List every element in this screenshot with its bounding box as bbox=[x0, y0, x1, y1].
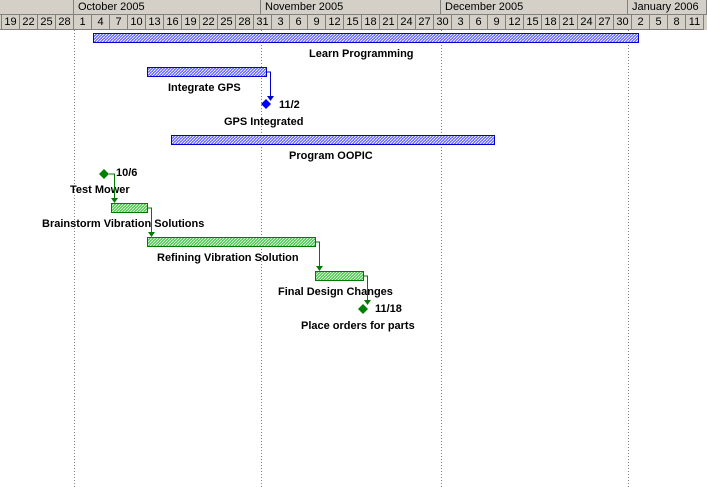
arrowhead bbox=[111, 198, 118, 203]
day-cell: 30 bbox=[614, 15, 632, 30]
day-cell: 24 bbox=[398, 15, 416, 30]
task-label: Refining Vibration Solution bbox=[157, 252, 299, 264]
day-cell: 8 bbox=[668, 15, 686, 30]
task-label: GPS Integrated bbox=[224, 116, 303, 128]
milestone-diamond-test-mower[interactable] bbox=[99, 169, 109, 179]
day-cell: 5 bbox=[650, 15, 668, 30]
task-bar-learn-programming[interactable] bbox=[93, 33, 639, 43]
arrowhead bbox=[148, 232, 155, 237]
day-cell: 22 bbox=[20, 15, 38, 30]
month-cell bbox=[0, 0, 74, 15]
task-bar-program-oopic[interactable] bbox=[171, 135, 495, 145]
day-cell: 27 bbox=[596, 15, 614, 30]
day-cell: 22 bbox=[200, 15, 218, 30]
month-cell-december: December 2005 bbox=[441, 0, 628, 15]
task-bar-integrate-gps[interactable] bbox=[147, 67, 267, 77]
dependency-arrow bbox=[266, 71, 271, 96]
day-cell-edge bbox=[0, 15, 2, 30]
task-label: Final Design Changes bbox=[278, 286, 393, 298]
gantt-chart: Learn Programming Integrate GPS 11/2 GPS… bbox=[42, 30, 639, 487]
task-bar-final-design-changes[interactable] bbox=[315, 271, 364, 281]
day-cell: 11 bbox=[686, 15, 704, 30]
day-cell: 28 bbox=[56, 15, 74, 30]
day-cell: 27 bbox=[416, 15, 434, 30]
day-cell: 3 bbox=[272, 15, 290, 30]
month-cell-november: November 2005 bbox=[261, 0, 441, 15]
day-cell: 15 bbox=[524, 15, 542, 30]
day-cell: 19 bbox=[2, 15, 20, 30]
day-cell: 21 bbox=[380, 15, 398, 30]
day-cell: 12 bbox=[326, 15, 344, 30]
timescale-header: October 2005 November 2005 December 2005… bbox=[0, 0, 707, 30]
task-label: Integrate GPS bbox=[168, 82, 241, 94]
arrowhead bbox=[267, 96, 274, 101]
day-cell: 15 bbox=[344, 15, 362, 30]
day-cell: 21 bbox=[560, 15, 578, 30]
month-cell-january: January 2006 bbox=[628, 0, 707, 15]
day-cell: 10 bbox=[128, 15, 146, 30]
milestone-date: 11/2 bbox=[279, 99, 300, 111]
day-cell: 16 bbox=[164, 15, 182, 30]
task-bar-brainstorm-vibration-solutions[interactable] bbox=[111, 203, 148, 213]
milestone-date: 11/18 bbox=[375, 303, 402, 315]
task-label: Learn Programming bbox=[309, 48, 414, 60]
arrowhead bbox=[364, 300, 371, 305]
day-cell: 9 bbox=[488, 15, 506, 30]
day-cell: 25 bbox=[38, 15, 56, 30]
day-cell: 19 bbox=[182, 15, 200, 30]
day-cell: 12 bbox=[506, 15, 524, 30]
day-cell: 24 bbox=[578, 15, 596, 30]
task-bar-refining-vibration-solution[interactable] bbox=[147, 237, 316, 247]
day-cell: 6 bbox=[290, 15, 308, 30]
task-label: Brainstorm Vibration Solutions bbox=[42, 218, 204, 230]
milestone-diamond-gps-integrated[interactable] bbox=[261, 99, 271, 109]
day-cell: 3 bbox=[452, 15, 470, 30]
day-cell: 4 bbox=[92, 15, 110, 30]
task-label: Test Mower bbox=[70, 184, 130, 196]
day-cell: 28 bbox=[236, 15, 254, 30]
milestone-date: 10/6 bbox=[116, 167, 137, 179]
day-cell: 31 bbox=[254, 15, 272, 30]
day-cell: 6 bbox=[470, 15, 488, 30]
arrowhead bbox=[316, 266, 323, 271]
day-cell: 18 bbox=[542, 15, 560, 30]
dependency-arrow bbox=[315, 241, 320, 267]
day-cell: 2 bbox=[632, 15, 650, 30]
dependency-arrow bbox=[109, 173, 115, 199]
task-label: Program OOPIC bbox=[289, 150, 373, 162]
month-cell-october: October 2005 bbox=[74, 0, 261, 15]
milestone-diamond-place-orders[interactable] bbox=[358, 304, 368, 314]
day-cell: 30 bbox=[434, 15, 452, 30]
dependency-arrow bbox=[147, 207, 152, 233]
day-cell: 25 bbox=[218, 15, 236, 30]
day-cell: 7 bbox=[110, 15, 128, 30]
day-cell: 18 bbox=[362, 15, 380, 30]
day-cell: 9 bbox=[308, 15, 326, 30]
dependency-arrow bbox=[363, 275, 368, 301]
day-cell: 1 bbox=[74, 15, 92, 30]
day-cell: 13 bbox=[146, 15, 164, 30]
task-label: Place orders for parts bbox=[301, 320, 415, 332]
month-gridlines bbox=[74, 30, 629, 487]
